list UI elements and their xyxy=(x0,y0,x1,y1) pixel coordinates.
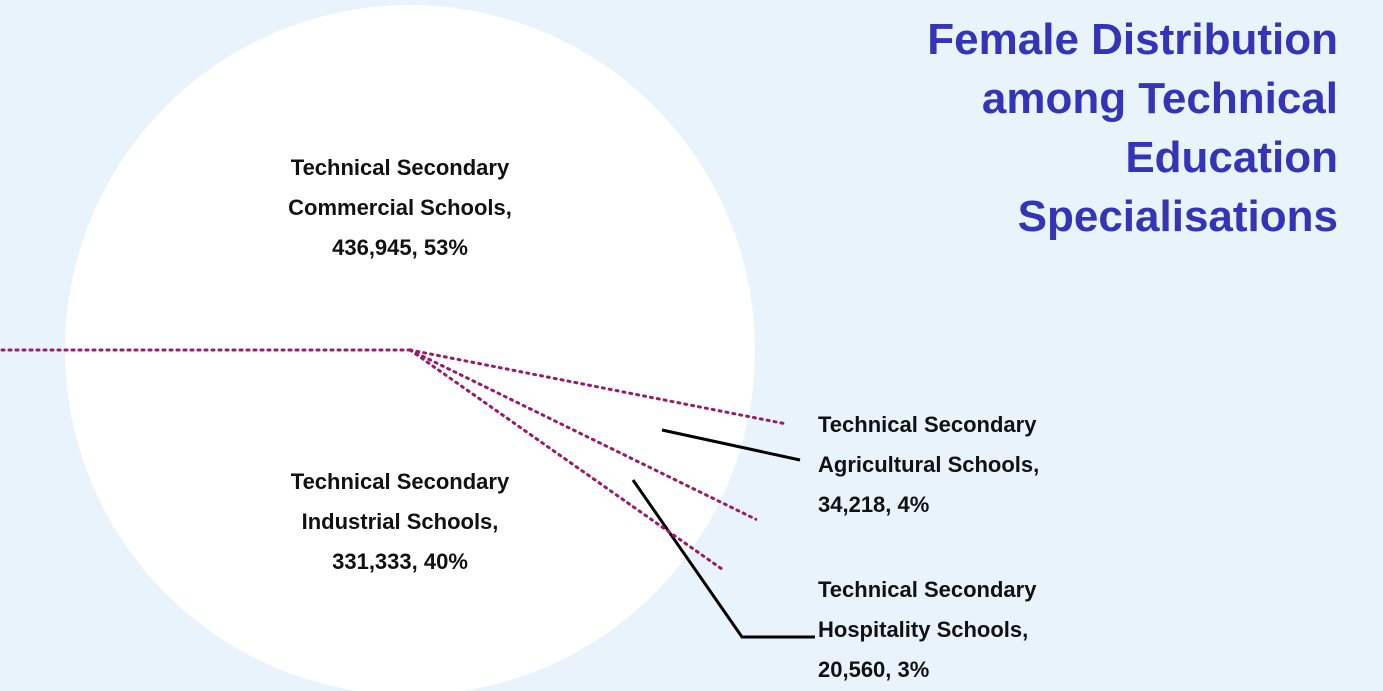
pie-slice xyxy=(410,350,720,549)
chart-title: Female Distribution among Technical Educ… xyxy=(927,15,1338,241)
value-label: 436,945, 53% xyxy=(332,235,468,260)
value-label: 331,333, 40% xyxy=(332,549,468,574)
leader-line xyxy=(661,428,801,462)
slice-label: Technical Secondary Agricultural Schools… xyxy=(818,412,1040,477)
slice-label: Technical Secondary Industrial Schools, xyxy=(290,469,510,534)
value-label: 20,560, 3% xyxy=(818,657,930,682)
slice-label: Technical Secondary Commercial Schools, xyxy=(288,155,512,220)
value-label: 34,218, 4% xyxy=(818,492,930,517)
slice-boundary xyxy=(408,348,758,521)
pie-slice xyxy=(410,350,749,502)
slice-boundary xyxy=(408,348,727,573)
pie-slice xyxy=(65,5,755,417)
slice-label: Technical Secondary Hospitality Schools, xyxy=(818,577,1037,642)
pie-slice xyxy=(65,350,693,691)
slice-boundary xyxy=(408,348,790,426)
